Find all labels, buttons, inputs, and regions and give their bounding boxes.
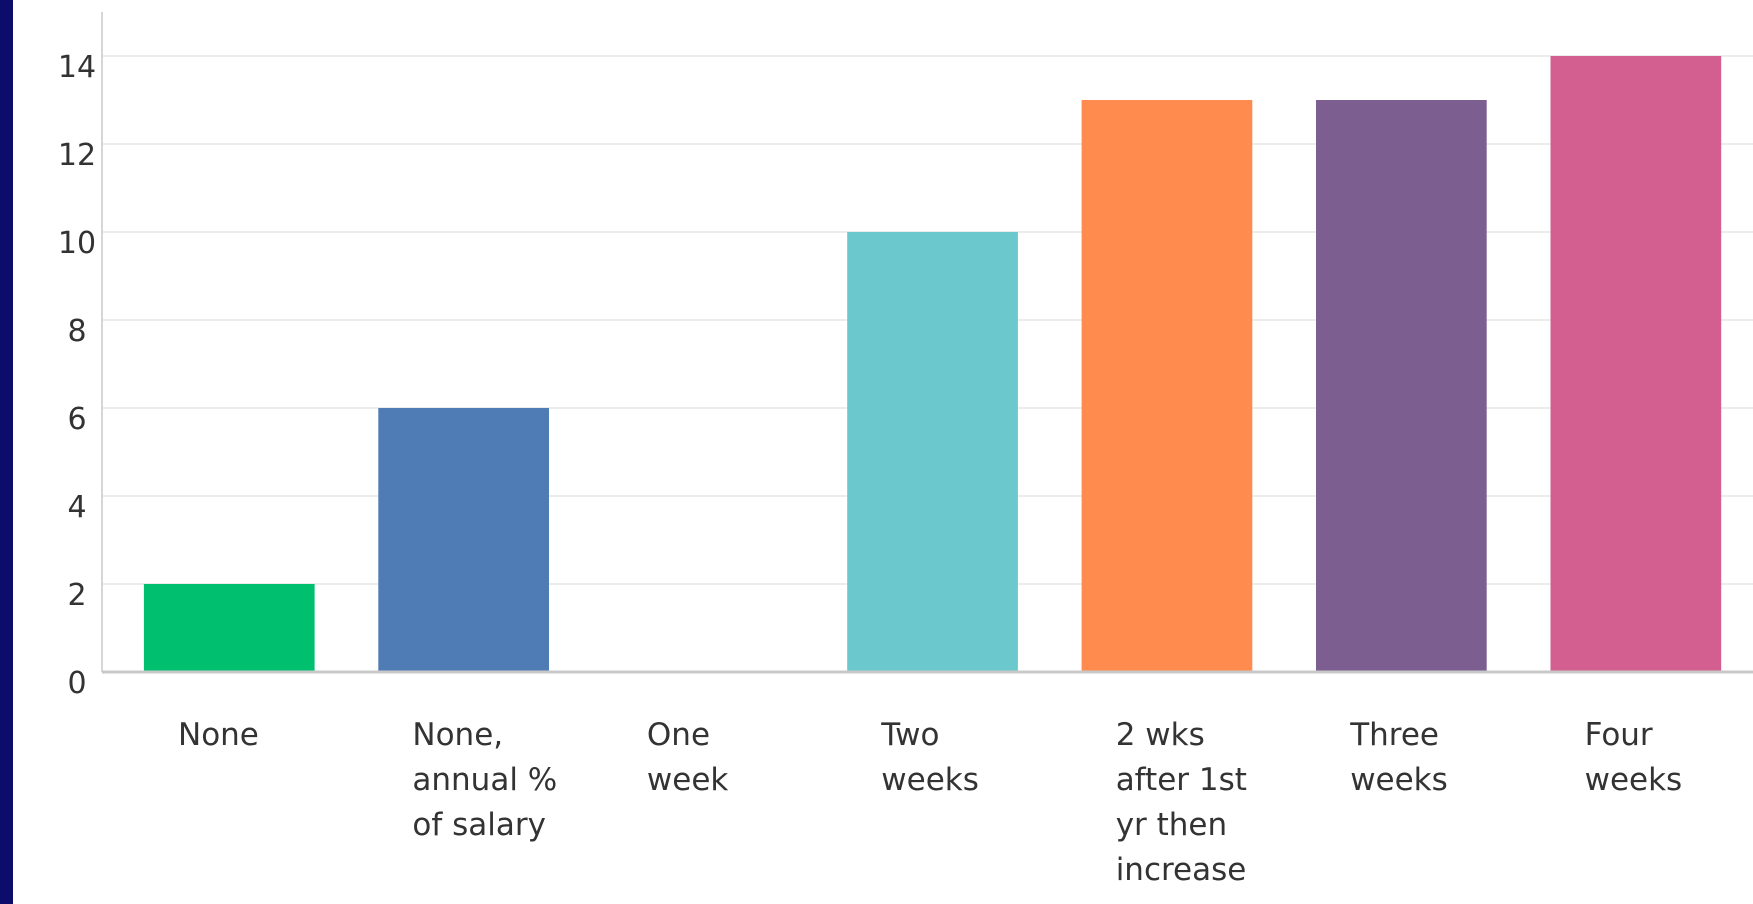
y-tick-label: 2 [67, 578, 86, 613]
x-category-label: Four weeks [1585, 717, 1683, 798]
y-tick-label: 12 [58, 138, 96, 173]
y-tick-label: 8 [67, 314, 86, 349]
chart-frame: 0 2 4 6 8 10 12 14 None None, annual % of salary On… [13, 0, 1753, 904]
axes [101, 12, 1753, 674]
y-tick-label: 14 [58, 50, 96, 85]
x-category-label: One week [647, 717, 728, 798]
y-tick-labels: 0 2 4 6 8 10 12 14 [58, 50, 96, 701]
bar-7[interactable] [1550, 56, 1722, 672]
x-category-label: None, annual % of salary [412, 717, 557, 843]
y-tick-label: 4 [67, 490, 86, 525]
bar-1[interactable] [143, 584, 315, 672]
y-tick-label: 10 [58, 226, 96, 261]
bar-5[interactable] [1081, 100, 1253, 672]
x-category-label: Three weeks [1349, 717, 1448, 798]
bar-6[interactable] [1316, 100, 1487, 672]
bars [143, 56, 1722, 672]
bar-chart: 0 2 4 6 8 10 12 14 None None, annual % of salary On… [58, 12, 1753, 888]
x-category-label: Two weeks [880, 717, 979, 798]
bar-2[interactable] [378, 408, 549, 672]
x-category-label: 2 wks after 1st yr then increase [1116, 717, 1247, 888]
bar-4[interactable] [847, 232, 1018, 672]
x-category-labels: None None, annual % of salary One week Two week… [178, 717, 1682, 888]
y-tick-label: 0 [67, 666, 86, 701]
y-tick-label: 6 [67, 402, 86, 437]
x-category-label: None [178, 717, 259, 753]
